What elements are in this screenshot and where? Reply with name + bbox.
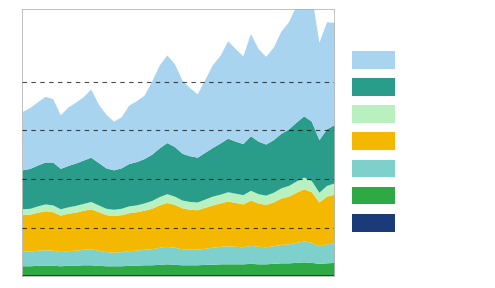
- FancyBboxPatch shape: [351, 214, 395, 232]
- FancyBboxPatch shape: [351, 187, 395, 204]
- FancyBboxPatch shape: [351, 160, 395, 177]
- FancyBboxPatch shape: [351, 78, 395, 96]
- FancyBboxPatch shape: [351, 132, 395, 150]
- FancyBboxPatch shape: [351, 105, 395, 123]
- FancyBboxPatch shape: [351, 51, 395, 69]
